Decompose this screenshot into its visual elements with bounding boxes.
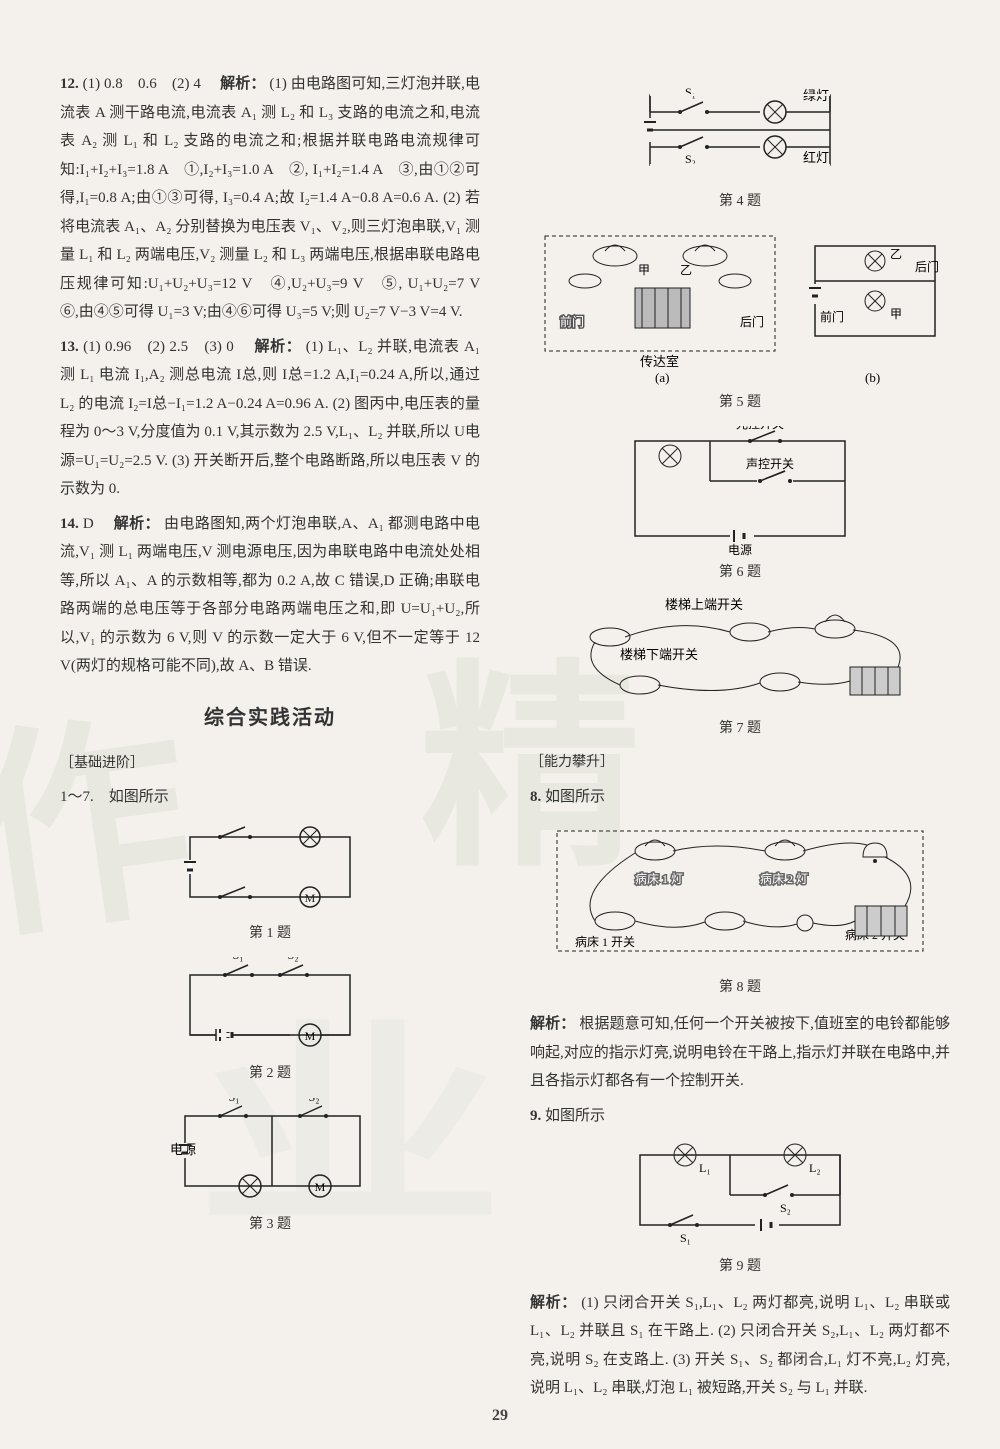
fig4-red: 红灯: [803, 150, 829, 165]
q14-number: 14.: [60, 516, 79, 532]
activity-title: 综合实践活动: [60, 699, 480, 737]
figure-3: S₁ S₂ 电源 M 第 3 题: [60, 1098, 480, 1239]
fig7-up: 楼梯上端开关: [665, 597, 743, 612]
q9-line: 9. 如图所示: [530, 1102, 950, 1131]
fig8-l2: 病床 2 灯: [760, 871, 808, 886]
q13-number: 13.: [60, 339, 79, 355]
figure-2-caption: 第 2 题: [249, 1061, 291, 1088]
fig5b-front: 前门: [820, 309, 844, 324]
q9-analysis: 解析： (1) 只闭合开关 S₁,L₁、L₂ 两灯都亮,说明 L₁、L₂ 串联或…: [530, 1289, 950, 1403]
q8-analysis-body: 根据题意可知,任何一个开关被按下,值班室的电铃都能够响起,对应的指示灯亮,说明电…: [530, 1016, 950, 1089]
q1-7-text: 1～7. 如图所示: [60, 783, 480, 812]
figure-7: 楼梯上端开关 楼梯下端开关 第 7 题: [530, 597, 950, 743]
fig5-b: (b): [865, 370, 880, 385]
q14-answer: D: [83, 516, 94, 532]
fig3-s1: S₁: [229, 1098, 240, 1104]
q9-analysis-label: 解析：: [530, 1295, 577, 1311]
figure-7-caption: 第 7 题: [719, 716, 761, 743]
q9-analysis-body: (1) 只闭合开关 S₁,L₁、L₂ 两灯都亮,说明 L₁、L₂ 串联或 L₁、…: [530, 1295, 950, 1397]
q14-label: 解析：: [114, 516, 160, 532]
figure-5-caption: 第 5 题: [719, 390, 761, 417]
fig5-room: 传达室: [640, 354, 679, 369]
svg-text:M: M: [305, 1029, 316, 1043]
q8-text: 如图所示: [545, 789, 605, 805]
q12-block: 12. (1) 0.8 0.6 (2) 4 解析： (1) 由电路图可知,三灯泡…: [60, 70, 480, 327]
q12-label: 解析：: [220, 76, 265, 92]
q8-line: 8. 如图所示: [530, 783, 950, 812]
figure-9-caption: 第 9 题: [719, 1254, 761, 1281]
figure-1-caption: 第 1 题: [249, 921, 291, 948]
q12-number: 12.: [60, 76, 79, 92]
fig6-sound: 声控开关: [746, 457, 794, 471]
fig5-jia: 甲: [638, 263, 650, 277]
fig5-front: 前门: [560, 314, 584, 329]
q14-block: 14. D 解析： 由电路图知,两个灯泡串联,A、A₁ 都测电路中电流,V₁ 测…: [60, 510, 480, 681]
q13-label: 解析：: [254, 339, 301, 355]
q13-block: 13. (1) 0.96 (2) 2.5 (3) 0 解析： (1) L₁、L₂…: [60, 333, 480, 504]
fig5-back: 后门: [740, 314, 764, 329]
fig9-l1: L₁: [699, 1161, 711, 1175]
fig6-source: 电源: [728, 543, 752, 556]
q12-answers: (1) 0.8 0.6 (2) 4: [83, 76, 201, 92]
q9-text: 如图所示: [545, 1108, 605, 1124]
right-column: S₁ 绿灯 S₂ 红灯: [520, 70, 950, 1409]
fig3-s2: S₂: [309, 1098, 320, 1104]
figure-8-caption: 第 8 题: [719, 975, 761, 1002]
fig2-s2: S₂: [288, 957, 299, 962]
q13-body: (1) L₁、L₂ 并联,电流表 A₁ 测 L₁ 电流 I₁,A₂ 测总电流 I…: [60, 339, 480, 498]
fig7-down: 楼梯下端开关: [620, 647, 698, 662]
figure-5-svg: 甲 乙 前门 后门 传达室 (a) 乙 甲 后门: [530, 226, 950, 386]
q8-analysis-label: 解析：: [530, 1016, 575, 1032]
fig4-s2: S₂: [685, 152, 696, 166]
figure-2-svg: S₁ S₂ M: [170, 957, 370, 1057]
figure-3-caption: 第 3 题: [249, 1212, 291, 1239]
figure-8: 病床 1 灯 病床 2 灯 病床 1 开关 病床 2 开关: [530, 821, 950, 1002]
two-column-layout: 12. (1) 0.8 0.6 (2) 4 解析： (1) 由电路图可知,三灯泡…: [60, 70, 950, 1409]
fig5b-back: 后门: [915, 259, 939, 274]
q14-body: 由电路图知,两个灯泡串联,A、A₁ 都测电路中电流,V₁ 测 L₁ 两端电压,V…: [60, 516, 480, 675]
fig9-s2: S₂: [780, 1201, 791, 1215]
fig4-s1: S₁: [685, 85, 696, 99]
q13-answers: (1) 0.96 (2) 2.5 (3) 0: [83, 339, 234, 355]
figure-4-svg: S₁ 绿灯 S₂ 红灯: [625, 80, 855, 185]
basic-section-label: ［基础进阶］: [60, 751, 480, 778]
fig9-s1: S₁: [680, 1231, 691, 1245]
figure-9-svg: L₁ L₂ S₂ S₁: [615, 1140, 865, 1250]
q9-number: 9.: [530, 1108, 541, 1124]
figure-7-svg: 楼梯上端开关 楼梯下端开关: [550, 597, 930, 712]
ability-section-label: ［能力攀升］: [530, 750, 950, 777]
figure-1-svg: M: [170, 822, 370, 917]
figure-8-svg: 病床 1 灯 病床 2 灯 病床 1 开关 病床 2 开关: [545, 821, 935, 971]
figure-6-svg: 光控开关 声控开关 电源: [610, 426, 870, 556]
fig2-s1: S₁: [233, 957, 244, 962]
left-column: 12. (1) 0.8 0.6 (2) 4 解析： (1) 由电路图可知,三灯泡…: [60, 70, 490, 1409]
fig5-yi: 乙: [680, 263, 692, 277]
q8-number: 8.: [530, 789, 541, 805]
figure-4: S₁ 绿灯 S₂ 红灯: [530, 80, 950, 216]
q1-7-body: 1～7. 如图所示: [60, 789, 169, 805]
q8-analysis: 解析： 根据题意可知,任何一个开关被按下,值班室的电铃都能够响起,对应的指示灯亮…: [530, 1010, 950, 1096]
svg-text:M: M: [315, 1180, 326, 1194]
fig5b-yi: 乙: [890, 247, 902, 261]
q12-body: (1) 由电路图可知,三灯泡并联,电流表 A 测干路电流,电流表 A₁ 测 L₂…: [60, 76, 495, 320]
figure-5: 甲 乙 前门 后门 传达室 (a) 乙 甲 后门: [530, 226, 950, 417]
figure-2: S₁ S₂ M 第 2 题: [60, 957, 480, 1088]
fig5b-jia: 甲: [890, 307, 902, 321]
svg-text:M: M: [305, 891, 316, 905]
fig8-s1: 病床 1 开关: [575, 934, 635, 949]
figure-6: 光控开关 声控开关 电源 第 6 题: [530, 426, 950, 587]
figure-1: M 第 1 题: [60, 822, 480, 948]
fig5-a: (a): [655, 370, 669, 385]
fig8-l1: 病床 1 灯: [635, 871, 683, 886]
fig6-light: 光控开关: [736, 426, 784, 431]
figure-6-caption: 第 6 题: [719, 560, 761, 587]
figure-3-svg: S₁ S₂ 电源 M: [160, 1098, 380, 1208]
figure-4-caption: 第 4 题: [719, 189, 761, 216]
fig9-l2: L₂: [809, 1161, 821, 1175]
figure-9: L₁ L₂ S₂ S₁: [530, 1140, 950, 1281]
